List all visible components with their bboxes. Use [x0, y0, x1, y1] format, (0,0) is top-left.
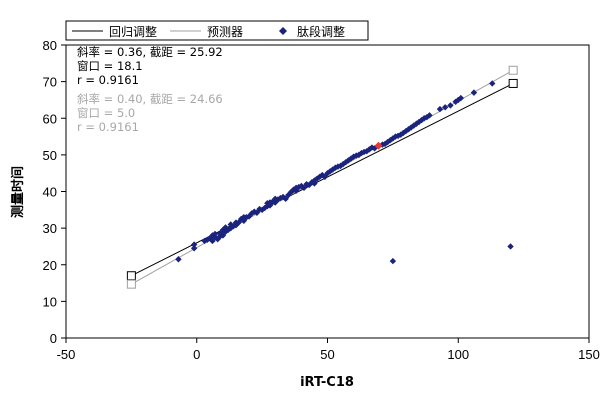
- y-tick-label: 80: [43, 38, 57, 53]
- y-tick-label: 0: [50, 331, 57, 346]
- predictor-r: r = 0.9161: [77, 120, 139, 134]
- y-tick-label: 40: [43, 185, 57, 200]
- data-point: [405, 126, 412, 133]
- series-line: [131, 83, 514, 277]
- data-point: [423, 113, 431, 121]
- x-tick-label: 150: [578, 347, 600, 362]
- regression-slope-intercept: 斜率 = 0.36, 截距 = 25.92: [77, 45, 223, 59]
- data-point: [457, 94, 465, 102]
- legend-regression-label: 回归调整: [109, 24, 157, 39]
- legend-predictor-label: 预测器: [207, 25, 243, 39]
- data-point: [308, 179, 316, 186]
- data-point: [277, 194, 284, 202]
- data-point: [311, 180, 318, 187]
- data-point: [339, 160, 347, 168]
- y-tick-label: 50: [43, 148, 57, 163]
- data-point: [209, 237, 216, 245]
- regression-window: 窗口 = 18.1: [77, 59, 143, 73]
- data-point: [389, 257, 397, 265]
- x-axis-ticks: -50 0 50 100 150: [57, 338, 600, 362]
- plot-frame: [65, 44, 590, 339]
- x-tick-label: 100: [447, 347, 469, 362]
- legend-box: [65, 20, 369, 41]
- data-point: [211, 234, 219, 241]
- x-tick-label: 0: [193, 347, 200, 362]
- line-endpoints: [126, 65, 518, 289]
- x-axis-title: iRT-C18: [300, 375, 354, 390]
- x-tick-label: 50: [320, 347, 334, 362]
- legend-peptide-label: 肽段调整: [297, 24, 345, 39]
- line-endpoint-marker: [126, 279, 136, 289]
- data-point: [470, 89, 478, 96]
- data-point: [489, 80, 496, 87]
- line-endpoint-marker: [126, 271, 136, 281]
- y-axis-ticks: 0 10 20 30 40 50 60 70 80: [43, 38, 66, 346]
- peptide-points: [128, 80, 514, 289]
- y-tick-label: 60: [43, 111, 57, 126]
- predictor-slope-intercept: 斜率 = 0.40, 截距 = 24.66: [77, 92, 223, 106]
- legend-peptide-swatch: [279, 27, 287, 35]
- x-tick-label: -50: [57, 347, 76, 362]
- line-endpoint-marker: [508, 65, 518, 75]
- data-point: [211, 230, 219, 238]
- legend: 回归调整 预测器 肽段调整: [65, 20, 369, 41]
- data-point: [190, 245, 198, 252]
- predictor-window: 窗口 = 5.0: [77, 106, 135, 120]
- data-point: [447, 102, 454, 109]
- data-point: [436, 105, 444, 113]
- data-point: [334, 163, 342, 170]
- data-point: [227, 224, 234, 232]
- y-tick-label: 70: [43, 75, 57, 90]
- data-point: [392, 133, 399, 140]
- data-point: [175, 256, 182, 263]
- data-point: [441, 104, 449, 111]
- y-tick-label: 30: [43, 221, 57, 236]
- data-point: [201, 237, 208, 245]
- data-point: [190, 241, 198, 248]
- data-point: [324, 169, 331, 177]
- y-tick-label: 10: [43, 294, 57, 309]
- data-point: [507, 243, 514, 250]
- highlighted-point: [374, 141, 383, 150]
- data-point: [258, 206, 266, 214]
- y-tick-label: 20: [43, 258, 57, 273]
- data-point: [426, 112, 433, 119]
- y-axis-title: 测量时间: [10, 166, 26, 218]
- regression-r: r = 0.9161: [77, 73, 139, 87]
- line-endpoint-marker: [508, 78, 518, 88]
- data-point: [235, 219, 242, 226]
